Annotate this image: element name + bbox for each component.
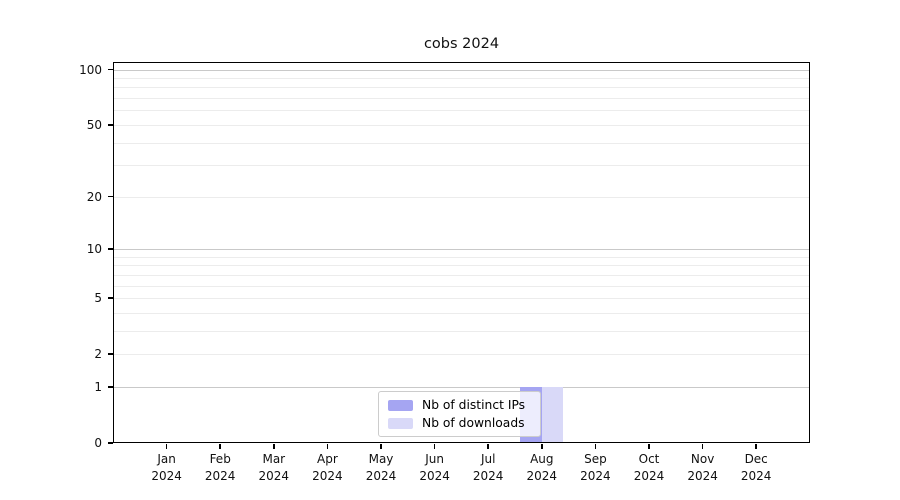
x-tick-month: Dec [744,452,768,466]
x-tick-year: 2024 [472,468,504,483]
y-tick-mark [108,297,113,299]
y-tick-mark [108,68,113,71]
gridline-minor [113,142,810,144]
y-tick-mark [108,195,113,198]
x-tick-label: Nov 2024 [671,451,735,484]
x-tick-month: May [368,452,394,466]
x-tick-label: Sep 2024 [563,451,627,484]
legend-row-downloads: Nb of downloads [388,416,531,430]
x-tick-mark [755,444,757,449]
gridline-minor [113,256,810,258]
x-tick-month: Sep [584,452,607,466]
legend-label-distinct-ips: Nb of distinct IPs [422,398,526,412]
x-tick-label: Oct 2024 [617,451,681,484]
bars-layer [113,62,810,443]
y-tick-label: 5 [94,291,102,306]
gridline-minor [113,110,810,112]
x-tick-label: Jan 2024 [135,451,199,484]
gridline-minor [113,354,810,356]
x-tick-year: 2024 [526,468,558,483]
y-tick-label: 20 [86,189,102,204]
plot-area: Nb of distinct IPs Nb of downloads [113,62,810,443]
x-tick-month: Mar [262,452,286,466]
gridline-decade [113,69,810,71]
x-tick-year: 2024 [312,468,343,483]
gridline-decade [113,386,810,388]
x-tick-label: Apr 2024 [295,451,359,484]
gridline-minor [113,165,810,167]
x-tick-year: 2024 [740,468,772,483]
x-tick-month: Jan [157,452,176,466]
y-tick-mark [108,124,113,126]
x-tick-mark [326,444,329,449]
bar-downloads [541,386,564,442]
legend-swatch-downloads [388,417,413,429]
y-tick-label: 0 [94,436,102,450]
x-tick-label: Aug 2024 [510,451,574,484]
y-tick-mark [108,386,113,388]
legend-swatch-distinct-ips [388,399,413,411]
y-tick-label: 2 [94,347,102,362]
x-tick-mark [648,444,650,449]
x-tick-month: Apr [317,452,338,466]
x-tick-label: Dec 2024 [724,451,788,484]
x-tick-year: 2024 [151,468,182,483]
y-tick-mark [108,442,113,444]
y-tick-label: 100 [79,62,102,77]
x-tick-year: 2024 [580,468,611,483]
x-tick-mark [433,444,436,449]
x-tick-year: 2024 [419,468,450,483]
x-tick-mark [541,444,543,449]
x-tick-mark [594,444,597,449]
gridline-minor [113,285,810,287]
x-tick-year: 2024 [633,468,665,483]
y-tick-mark [108,248,113,250]
x-tick-year: 2024 [687,468,718,483]
x-tick-label: Jun 2024 [403,451,467,484]
x-tick-month: Aug [530,452,554,466]
gridline-minor [113,98,810,100]
gridline-minor [113,196,810,198]
legend-label-downloads: Nb of downloads [422,416,525,430]
gridline-minor [113,124,810,126]
x-tick-month: Jun [425,452,444,466]
y-tick-label: 10 [86,242,102,256]
gridline-minor [113,87,810,89]
gridline-minor [113,312,810,314]
y-tick-label: 50 [86,117,102,132]
x-tick-label: Mar 2024 [242,451,306,484]
x-tick-year: 2024 [204,468,236,483]
x-tick-mark [487,444,489,449]
x-tick-mark [273,444,275,449]
gridlines-layer [113,62,810,443]
x-tick-mark [219,444,221,449]
y-tick-mark [108,353,113,355]
gridline-minor [113,265,810,267]
chart-title: cobs 2024 [423,36,500,52]
x-tick-label: May 2024 [349,451,413,484]
legend-row-distinct-ips: Nb of distinct IPs [388,398,531,412]
x-tick-month: Jul [480,452,496,466]
x-tick-year: 2024 [365,468,397,483]
gridline-decade [113,249,810,250]
x-tick-month: Feb [209,452,231,466]
x-tick-mark [701,444,704,449]
x-tick-mark [380,444,382,449]
legend: Nb of distinct IPs Nb of downloads [378,391,541,437]
gridline-minor [113,330,810,332]
x-tick-month: Nov [690,452,715,466]
y-tick-label: 1 [94,379,102,394]
x-tick-month: Oct [638,452,660,466]
gridline-minor [113,274,810,276]
gridline-minor [113,78,810,80]
x-tick-label: Jul 2024 [456,451,520,484]
x-tick-mark [165,444,168,449]
gridline-minor [113,298,810,300]
x-tick-label: Feb 2024 [188,451,252,484]
x-tick-year: 2024 [258,468,290,483]
